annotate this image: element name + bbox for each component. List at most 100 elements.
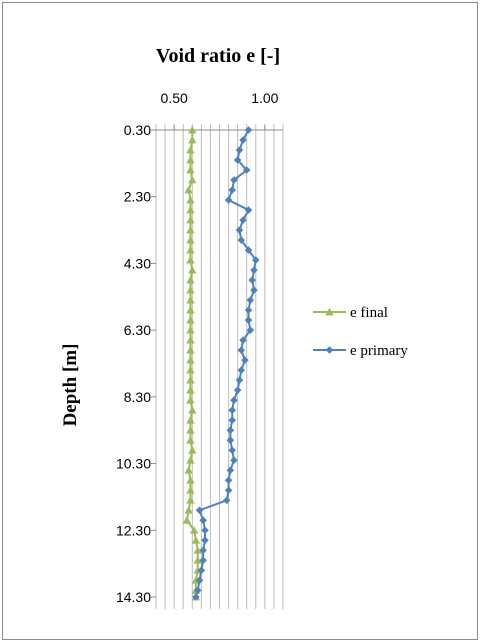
data-point: [189, 526, 199, 534]
data-point: [235, 226, 244, 234]
data-point: [230, 396, 238, 404]
data-point: [224, 196, 233, 204]
data-point: [244, 316, 253, 324]
data-point: [239, 216, 247, 224]
data-point: [246, 326, 255, 334]
data-point: [186, 436, 195, 444]
legend-marker: [325, 307, 334, 316]
data-point: [186, 385, 195, 394]
data-point: [186, 195, 195, 204]
legend-item: e final: [313, 305, 388, 321]
data-point: [186, 165, 195, 174]
data-point: [228, 186, 236, 194]
chart-frame: [2, 2, 478, 640]
data-point: [237, 346, 246, 354]
data-point: [237, 236, 246, 244]
data-point: [188, 135, 197, 144]
data-point: [186, 255, 195, 264]
y-tick-label: 10.30: [116, 456, 151, 472]
plot-axes: [151, 125, 283, 598]
data-point: [193, 546, 202, 554]
data-point: [186, 315, 195, 324]
data-point: [244, 246, 253, 254]
data-point: [193, 556, 202, 564]
data-point: [250, 266, 258, 274]
data-point: [246, 296, 255, 304]
x-tick-labels: 0.50 1.00: [161, 90, 279, 106]
data-point: [226, 436, 235, 445]
data-point: [250, 286, 258, 294]
data-point: [197, 566, 206, 575]
y-tick-label: 12.30: [116, 522, 151, 538]
legend-marker: [325, 346, 334, 354]
data-point: [193, 586, 202, 595]
data-point: [222, 496, 231, 505]
data-point: [188, 265, 197, 274]
data-point: [186, 345, 195, 354]
data-point: [226, 466, 235, 475]
legend: e final e primary: [313, 305, 408, 359]
data-point: [230, 176, 238, 184]
data-point: [186, 456, 195, 464]
data-point: [186, 416, 195, 424]
data-point: [184, 185, 193, 194]
data-point: [186, 245, 195, 254]
y-axis-label: Depth [m]: [60, 344, 81, 427]
data-point: [188, 125, 197, 134]
data-point: [228, 406, 236, 414]
legend-label: e primary: [350, 343, 408, 359]
y-tick-label: 0.30: [124, 122, 151, 138]
data-point: [224, 476, 233, 485]
data-point: [251, 256, 260, 264]
data-point: [186, 235, 195, 244]
data-point: [186, 355, 195, 364]
data-point: [191, 536, 201, 544]
data-point: [184, 466, 193, 474]
data-point: [228, 446, 236, 455]
data-point: [241, 356, 249, 364]
data-point: [248, 276, 256, 284]
data-point: [186, 155, 195, 164]
data-point: [186, 365, 195, 374]
data-point: [201, 536, 209, 545]
data-point: [186, 426, 195, 434]
data-point: [182, 516, 192, 524]
data-point: [186, 476, 195, 484]
chart-title: Void ratio e [-]: [156, 45, 280, 67]
data-point: [186, 145, 195, 154]
data-point: [233, 156, 242, 164]
y-tick-label: 4.30: [124, 255, 151, 271]
data-point: [199, 546, 207, 555]
data-point: [186, 486, 195, 494]
data-point: [186, 395, 195, 404]
series-e-primary: [192, 126, 260, 601]
x-tick-label: 1.00: [251, 90, 278, 106]
y-tick-label: 2.30: [124, 189, 151, 205]
data-point: [224, 486, 233, 495]
data-point: [244, 206, 253, 214]
y-tick-label: 8.30: [124, 389, 151, 405]
data-point: [184, 506, 193, 514]
data-point: [242, 166, 251, 174]
data-point: [195, 506, 204, 515]
data-point: [239, 136, 247, 144]
legend-item: e primary: [313, 343, 408, 359]
y-tick-labels: 0.30 2.30 4.30 6.30 8.30 10.30 12.30 14.30: [116, 122, 151, 605]
data-point: [186, 225, 195, 234]
data-point: [186, 335, 195, 344]
data-point: [199, 556, 207, 565]
data-point: [228, 416, 236, 425]
data-point: [233, 386, 242, 394]
y-tick-label: 6.30: [124, 322, 151, 338]
data-point: [237, 366, 246, 374]
plot-grid: [155, 124, 284, 609]
data-point: [186, 325, 195, 334]
data-point: [201, 526, 209, 535]
data-point: [186, 215, 195, 224]
data-point: [188, 175, 197, 184]
data-point: [186, 295, 195, 304]
data-point: [186, 305, 195, 314]
data-point: [186, 205, 195, 214]
data-point: [244, 126, 253, 134]
